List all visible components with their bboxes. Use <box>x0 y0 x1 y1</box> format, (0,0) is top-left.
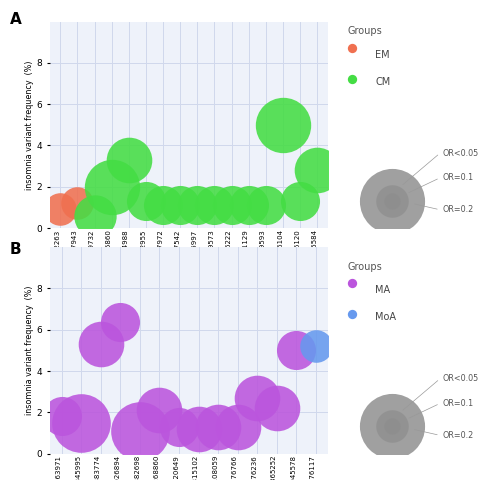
Point <box>116 318 124 325</box>
Point <box>244 202 252 209</box>
Point <box>312 342 320 350</box>
Text: OR=0.1: OR=0.1 <box>442 399 474 408</box>
Point <box>90 212 98 219</box>
Point <box>313 167 321 174</box>
Text: OR=0.2: OR=0.2 <box>442 205 474 214</box>
Text: MoA: MoA <box>375 312 396 322</box>
Point <box>194 425 202 432</box>
Point <box>388 422 396 430</box>
Text: B: B <box>10 242 22 257</box>
Text: Groups: Groups <box>348 262 382 272</box>
Point <box>176 202 184 209</box>
Point <box>272 404 280 412</box>
Point <box>74 199 82 207</box>
Point <box>296 197 304 205</box>
Point <box>78 419 86 427</box>
Text: EM: EM <box>375 50 390 60</box>
Y-axis label: insomnia variant frequency  (%): insomnia variant frequency (%) <box>25 286 34 415</box>
Point <box>159 202 167 209</box>
Point <box>388 197 396 204</box>
Point <box>348 44 356 51</box>
Point <box>388 422 396 430</box>
Text: MA: MA <box>375 286 390 295</box>
Point <box>348 311 356 318</box>
Point <box>388 422 396 430</box>
Point <box>228 202 235 209</box>
Point <box>262 202 270 209</box>
Text: OR<0.05: OR<0.05 <box>442 374 479 384</box>
Point <box>234 423 241 431</box>
Text: OR<0.05: OR<0.05 <box>442 149 479 158</box>
Point <box>56 205 64 213</box>
Point <box>156 407 164 414</box>
Text: OR=0.1: OR=0.1 <box>442 173 474 182</box>
Point <box>108 183 116 191</box>
Point <box>348 279 356 287</box>
Point <box>210 202 218 209</box>
Point <box>194 202 202 209</box>
Text: CM: CM <box>375 77 390 86</box>
Point <box>348 75 356 83</box>
Point <box>253 394 261 402</box>
Point <box>388 197 396 204</box>
Point <box>58 413 66 420</box>
Point <box>125 156 133 164</box>
Point <box>279 121 287 129</box>
Point <box>136 427 144 435</box>
Point <box>142 197 150 205</box>
Point <box>175 423 183 431</box>
Y-axis label: insomnia variant frequency  (%): insomnia variant frequency (%) <box>25 60 34 190</box>
Point <box>292 347 300 354</box>
Text: OR=0.2: OR=0.2 <box>442 431 474 440</box>
Point <box>97 340 105 348</box>
Point <box>388 197 396 204</box>
Text: A: A <box>10 12 22 27</box>
Text: Groups: Groups <box>348 26 382 36</box>
Point <box>214 423 222 431</box>
